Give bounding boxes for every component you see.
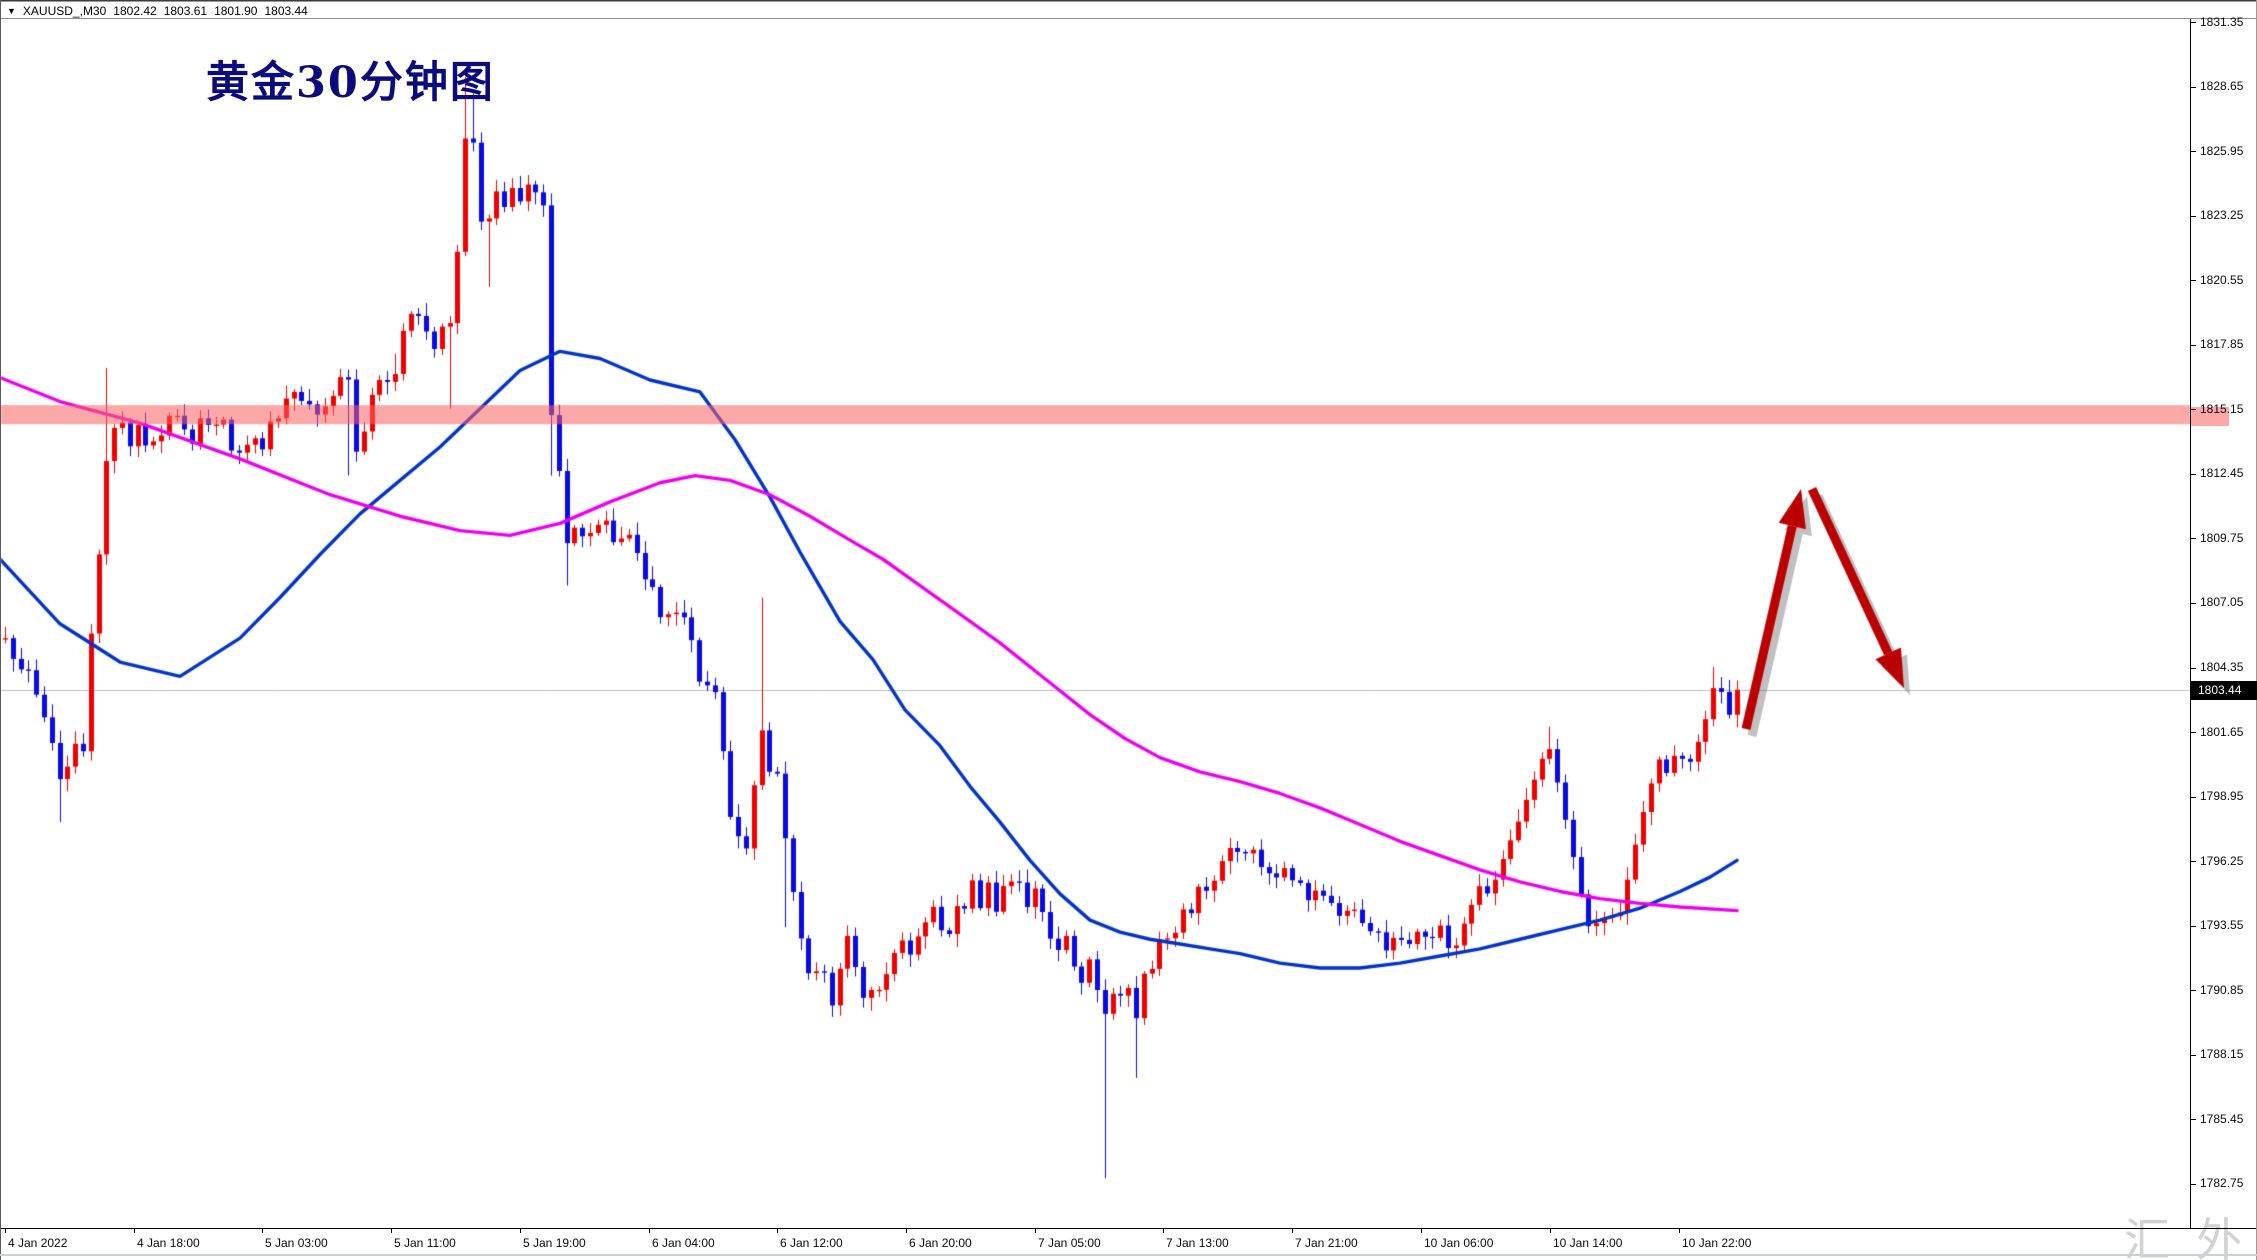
symbol-header: ▼ XAUUSD_,M30 1802.42 1803.61 1801.90 18…	[7, 4, 308, 18]
time-tick	[777, 1228, 778, 1233]
price-tick	[2191, 1184, 2196, 1185]
current-price-box: 1803.44	[2191, 681, 2257, 700]
price-tick	[2191, 732, 2196, 733]
price-label: 1828.65	[2200, 79, 2244, 94]
price-tick	[2191, 861, 2196, 862]
time-label: 4 Jan 18:00	[137, 1236, 200, 1250]
time-tick	[1163, 1228, 1164, 1233]
time-tick	[1421, 1228, 1422, 1233]
chart-title-annotation: 黄金30分钟图	[206, 58, 495, 108]
price-tick	[2191, 926, 2196, 927]
time-label: 6 Jan 20:00	[909, 1236, 972, 1250]
ohlc-open: 1802.42	[113, 4, 157, 18]
price-label: 1831.35	[2200, 14, 2244, 29]
time-tick	[1550, 1228, 1551, 1233]
price-label: 1790.85	[2200, 982, 2244, 997]
ohlc-close: 1803.44	[264, 4, 308, 18]
price-tick	[2191, 474, 2196, 475]
time-label: 7 Jan 21:00	[1295, 1236, 1358, 1250]
price-tick	[2191, 22, 2196, 23]
time-tick	[1679, 1228, 1680, 1233]
price-tick	[2191, 280, 2196, 281]
symbol-name: XAUUSD_,M30	[22, 4, 107, 18]
price-label: 1825.95	[2200, 143, 2244, 158]
price-label: 1809.75	[2200, 530, 2244, 545]
price-scale-separator	[2190, 19, 2191, 1228]
time-tick	[1035, 1228, 1036, 1233]
price-label: 1815.15	[2200, 401, 2244, 416]
time-tick	[134, 1228, 135, 1233]
time-label: 5 Jan 19:00	[523, 1236, 586, 1250]
price-label: 1793.55	[2200, 918, 2244, 933]
window-left-border	[0, 0, 1, 1260]
window-bottom-edge	[0, 1254, 2257, 1256]
price-tick	[2191, 538, 2196, 539]
time-label: 7 Jan 05:00	[1038, 1236, 1101, 1250]
time-label: 5 Jan 03:00	[265, 1236, 328, 1250]
time-tick	[520, 1228, 521, 1233]
price-label: 1788.15	[2200, 1047, 2244, 1062]
time-tick	[649, 1228, 650, 1233]
header-separator-line	[0, 18, 2257, 19]
time-tick	[5, 1228, 6, 1233]
price-label: 1804.35	[2200, 660, 2244, 674]
time-tick	[906, 1228, 907, 1233]
price-label: 1817.85	[2200, 337, 2244, 352]
price-label: 1785.45	[2200, 1111, 2244, 1126]
price-label: 1812.45	[2200, 466, 2244, 481]
time-label: 6 Jan 12:00	[780, 1236, 843, 1250]
time-tick	[391, 1228, 392, 1233]
price-tick	[2191, 1119, 2196, 1120]
price-tick	[2191, 151, 2196, 152]
price-tick	[2191, 990, 2196, 991]
time-tick	[262, 1228, 263, 1233]
price-tick	[2191, 87, 2196, 88]
symbol-dropdown-icon[interactable]: ▼	[7, 6, 16, 16]
price-label: 1807.05	[2200, 595, 2244, 610]
time-tick	[1292, 1228, 1293, 1233]
time-label: 4 Jan 2022	[8, 1236, 68, 1250]
time-label: 7 Jan 13:00	[1166, 1236, 1229, 1250]
price-tick	[2191, 797, 2196, 798]
price-tick	[2191, 668, 2196, 669]
price-label: 1798.95	[2200, 789, 2244, 804]
price-tick	[2191, 1055, 2196, 1056]
price-label: 1801.65	[2200, 724, 2244, 739]
time-axis-line	[0, 1228, 2257, 1229]
window-top-border	[0, 0, 2257, 1]
price-tick	[2191, 345, 2196, 346]
time-label: 10 Jan 06:00	[1424, 1236, 1494, 1250]
ohlc-high: 1803.61	[163, 4, 208, 18]
price-label: 1820.55	[2200, 272, 2244, 287]
time-label: 10 Jan 22:00	[1682, 1236, 1752, 1250]
time-label: 10 Jan 14:00	[1553, 1236, 1623, 1250]
price-tick	[2191, 603, 2196, 604]
time-label: 5 Jan 11:00	[394, 1236, 456, 1250]
price-label: 1823.25	[2200, 208, 2244, 223]
window-top-border-inner	[0, 1, 2257, 2]
price-label: 1782.75	[2200, 1176, 2244, 1191]
price-tick	[2191, 216, 2196, 217]
price-label: 1796.25	[2200, 853, 2244, 868]
price-tick	[2191, 409, 2196, 410]
time-label: 6 Jan 04:00	[652, 1236, 715, 1250]
resistance-band-scale-marker	[2191, 407, 2229, 426]
ohlc-low: 1801.90	[214, 4, 258, 18]
